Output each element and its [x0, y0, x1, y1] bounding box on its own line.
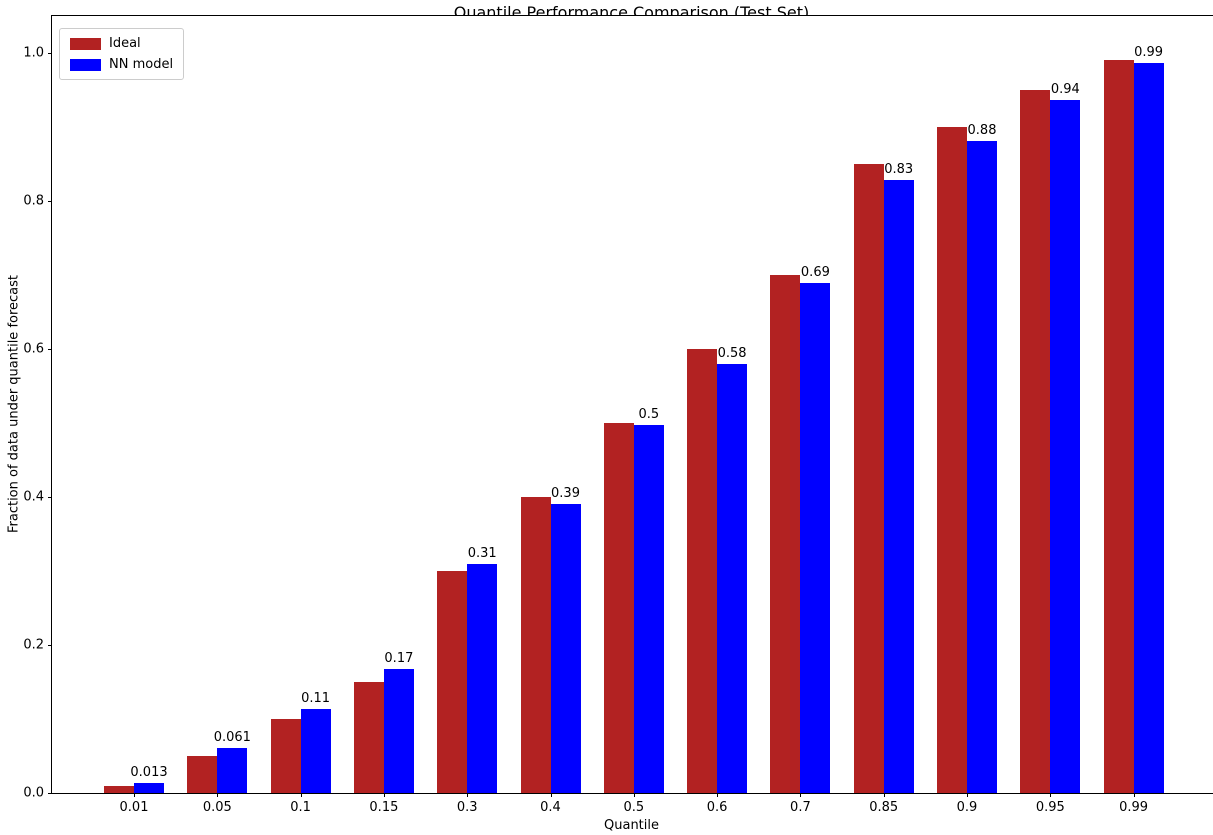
bar-ideal — [520, 497, 551, 793]
y-tick-mark — [48, 497, 52, 498]
bar-nn-model — [383, 668, 414, 793]
x-tick-mark — [883, 793, 885, 797]
y-tick-mark — [48, 349, 52, 350]
bar-value-label: 0.83 — [884, 162, 914, 178]
bar-nn-model — [467, 564, 498, 793]
bar-nn-model — [967, 141, 997, 793]
x-tick-label: 0.5 — [623, 800, 645, 815]
bar-ideal — [603, 423, 634, 793]
bar-ideal — [1020, 90, 1051, 793]
y-axis-label: Fraction of data under quantile forecast — [6, 274, 22, 534]
x-tick-label: 0.3 — [456, 800, 478, 815]
y-tick-mark — [48, 645, 52, 646]
y-tick-label: 0.6 — [23, 341, 44, 357]
bar-value-label: 0.94 — [1050, 81, 1080, 97]
legend-label-ideal: Ideal — [109, 36, 141, 51]
bar-ideal — [104, 785, 134, 793]
bar-ideal — [853, 164, 884, 793]
x-tick-mark — [1050, 793, 1052, 797]
y-tick-mark — [48, 201, 52, 202]
legend-item-nn-model: NN model — [70, 57, 173, 72]
x-tick-mark — [383, 793, 385, 797]
x-tick-mark — [134, 793, 135, 797]
x-tick-label: 0.95 — [1035, 800, 1065, 815]
bar-value-label: 0.69 — [800, 265, 830, 281]
bar-ideal — [187, 756, 218, 793]
bar-ideal — [437, 571, 468, 793]
bar-nn-model — [217, 747, 248, 793]
bar-value-label: 0.39 — [551, 486, 580, 502]
x-tick-label: 0.7 — [790, 800, 811, 815]
bar-value-label: 0.31 — [467, 546, 497, 562]
bar-value-label: 0.99 — [1134, 45, 1164, 61]
bar-value-label: 0.58 — [717, 345, 747, 361]
bar-value-label: 0.11 — [301, 691, 331, 707]
bar-ideal — [353, 682, 384, 793]
x-tick-mark — [550, 793, 552, 797]
legend-item-ideal: Ideal — [70, 36, 173, 51]
bar-ideal — [770, 275, 801, 793]
y-tick-label: 0.2 — [23, 637, 44, 653]
legend: Ideal NN model — [59, 28, 185, 80]
x-tick-label: 0.01 — [119, 800, 149, 815]
bar-value-label: 0.5 — [638, 407, 660, 423]
x-tick-label: 0.99 — [1119, 800, 1149, 815]
plot-area: Ideal NN model 0.013 0.01 0.061 0.05 0.11 0.1… — [23, 15, 1213, 815]
bar-nn-model — [1133, 63, 1164, 793]
legend-swatch-ideal — [70, 37, 101, 50]
bar-value-label: 0.17 — [384, 650, 414, 666]
x-tick-label: 0.1 — [290, 800, 311, 815]
x-tick-mark — [633, 793, 635, 797]
x-tick-label: 0.05 — [202, 800, 232, 815]
bar-nn-model — [633, 425, 664, 793]
x-tick-label: 0.15 — [369, 800, 399, 815]
y-tick-mark — [48, 53, 52, 54]
bar-nn-model — [134, 783, 164, 793]
x-tick-mark — [800, 793, 802, 797]
x-axis-label: Quantile — [604, 818, 659, 833]
y-tick-label: 0.8 — [23, 193, 44, 209]
x-tick-mark — [217, 793, 219, 797]
legend-swatch-nn-model — [70, 58, 101, 71]
x-tick-mark — [967, 793, 968, 797]
legend-label-nn-model: NN model — [109, 57, 174, 72]
x-tick-label: 0.9 — [956, 800, 978, 815]
bar-value-label: 0.061 — [213, 729, 251, 745]
x-tick-mark — [300, 793, 302, 797]
bar-nn-model — [300, 709, 331, 793]
x-tick-mark — [1133, 793, 1135, 797]
x-tick-label: 0.4 — [540, 800, 561, 815]
bar-nn-model — [550, 504, 581, 793]
y-tick-label: 0.0 — [23, 785, 44, 801]
x-tick-label: 0.6 — [706, 800, 728, 815]
bar-ideal — [1103, 60, 1134, 793]
bar-value-label: 0.013 — [130, 765, 168, 781]
y-tick-mark — [48, 793, 52, 794]
x-tick-mark — [717, 793, 719, 797]
x-tick-label: 0.85 — [869, 800, 899, 815]
bar-value-label: 0.88 — [967, 123, 997, 139]
bar-ideal — [270, 719, 301, 793]
bar-ideal — [937, 127, 967, 793]
bar-ideal — [687, 349, 718, 793]
bar-nn-model — [800, 283, 831, 793]
bar-nn-model — [717, 363, 748, 793]
x-tick-mark — [467, 793, 469, 797]
y-tick-label: 1.0 — [23, 45, 44, 61]
y-tick-label: 0.4 — [23, 489, 44, 505]
bar-nn-model — [1050, 99, 1081, 793]
bar-nn-model — [883, 180, 914, 793]
